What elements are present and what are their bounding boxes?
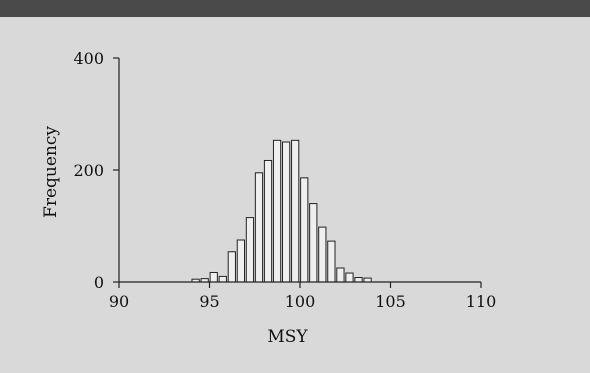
histogram-bar: [318, 226, 327, 283]
histogram-bar: [309, 203, 318, 283]
x-axis-title: MSY: [267, 327, 308, 347]
y-tick-label: 0: [94, 273, 104, 292]
histogram-bar: [245, 217, 255, 283]
bars-group: [191, 139, 372, 283]
histogram-bar: [354, 277, 363, 283]
histogram-bar: [272, 139, 282, 283]
y-tick-label: 400: [73, 49, 104, 68]
x-tick-label: 100: [285, 292, 316, 311]
x-tick-label: 90: [109, 292, 129, 311]
y-ticks-group: 0 200 400: [73, 49, 119, 292]
histogram-bar: [254, 172, 264, 283]
histogram-bar: [218, 275, 227, 283]
x-tick-label: 95: [199, 292, 219, 311]
y-tick-label: 200: [73, 161, 104, 180]
x-tick-label: 105: [375, 292, 406, 311]
histogram-bar: [291, 139, 300, 283]
x-tick-label: 110: [466, 292, 497, 311]
histogram-bar: [263, 159, 273, 283]
histogram-bar: [345, 272, 354, 283]
histogram-bar: [209, 271, 218, 283]
x-ticks-group: 90 95 100 105 110: [109, 282, 496, 311]
histogram-bar: [236, 239, 245, 283]
histogram-bar: [300, 177, 309, 283]
histogram-bar: [336, 267, 345, 283]
histogram-bar: [227, 251, 236, 283]
header-bar: [0, 0, 590, 17]
histogram-bar: [327, 240, 336, 283]
histogram-bar: [282, 141, 291, 283]
y-axis-title: Frequency: [41, 126, 61, 218]
